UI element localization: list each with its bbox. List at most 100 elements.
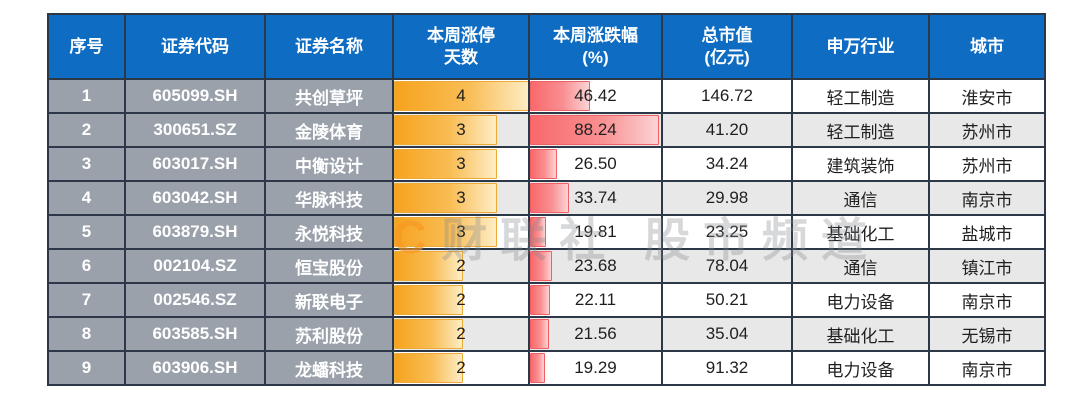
table-row: 5 603879.SH 永悦科技 3 19.81 23.25 基础化工 盐城市 [49,214,1044,248]
cell-value-industry: 轻工制造 [826,88,895,108]
cell-value-city: 苏州市 [961,156,1013,176]
cell-city: 南京市 [930,352,1044,384]
cell-value-index: 5 [81,222,92,241]
cell-value-industry: 电力设备 [826,360,895,380]
cell-value-index: 1 [81,86,92,105]
cell-weekly_change: 22.11 [530,284,663,316]
cell-market_cap: 91.32 [663,352,793,384]
cell-market_cap: 35.04 [663,318,793,350]
cell-city: 无锡市 [930,318,1044,350]
cell-name: 中衡设计 [266,148,394,180]
cell-value-name: 龙蟠科技 [295,360,363,380]
cell-weekly_change: 23.68 [530,250,663,282]
weekly-change-bar [530,115,660,145]
table-row: 4 603042.SH 华脉科技 3 33.74 29.98 通信 南京市 [49,180,1044,214]
cell-market_cap: 78.04 [663,250,793,282]
cell-code: 300651.SZ [126,114,266,146]
cell-weekly_change: 21.56 [530,318,663,350]
cell-value-industry: 通信 [843,258,878,278]
cell-value-code: 300651.SZ [153,120,237,139]
cell-value-weekly_change: 33.74 [574,188,617,207]
cell-index: 1 [49,80,126,112]
cell-index: 3 [49,148,126,180]
cell-industry: 基础化工 [793,318,930,350]
cell-industry: 通信 [793,250,930,282]
weekly-change-bar [530,183,569,213]
column-header-city: 城市 [970,36,1004,56]
cell-value-industry: 轻工制造 [826,122,895,142]
cell-name: 龙蟠科技 [266,352,394,384]
cell-index: 8 [49,318,126,350]
cell-value-limit_up_days: 2 [456,324,466,343]
column-header-index: 序号 [49,15,126,78]
cell-industry: 建筑装饰 [793,148,930,180]
table-body: 1 605099.SH 共创草坪 4 46.42 146.72 轻工制造 淮安市 2 300651… [49,78,1044,384]
cell-market_cap: 29.98 [663,182,793,214]
cell-value-weekly_change: 26.50 [574,154,617,173]
cell-weekly_change: 88.24 [530,114,663,146]
cell-market_cap: 50.21 [663,284,793,316]
cell-value-code: 603879.SH [152,222,238,241]
cell-market_cap: 23.25 [663,216,793,248]
cell-index: 9 [49,352,126,384]
cell-limit_up_days: 3 [394,216,530,248]
cell-name: 苏利股份 [266,318,394,350]
cell-code: 603042.SH [126,182,266,214]
cell-value-market_cap: 35.04 [705,324,749,343]
cell-value-name: 恒宝股份 [295,258,363,278]
cell-value-weekly_change: 19.29 [574,358,617,377]
weekly-change-bar [530,217,546,247]
table-row: 7 002546.SZ 新联电子 2 22.11 50.21 电力设备 南京市 [49,282,1044,316]
cell-value-market_cap: 91.32 [705,358,749,377]
cell-value-city: 苏州市 [961,122,1013,142]
cell-value-limit_up_days: 3 [456,154,466,173]
cell-city: 淮安市 [930,80,1044,112]
cell-industry: 电力设备 [793,284,930,316]
cell-value-code: 603042.SH [152,188,238,207]
cell-value-weekly_change: 22.11 [574,290,617,309]
cell-value-index: 2 [81,120,92,139]
cell-value-code: 603585.SH [152,324,238,343]
cell-code: 603906.SH [126,352,266,384]
cell-value-weekly_change: 46.42 [574,86,617,105]
cell-value-city: 南京市 [961,292,1013,312]
cell-value-industry: 电力设备 [826,292,895,312]
cell-value-index: 7 [81,290,92,309]
cell-market_cap: 41.20 [663,114,793,146]
limit-up-days-bar [394,353,463,383]
column-header-code: 证券代码 [126,15,266,78]
cell-value-index: 4 [81,188,92,207]
cell-value-industry: 建筑装饰 [826,156,895,176]
cell-limit_up_days: 2 [394,318,530,350]
cell-index: 7 [49,284,126,316]
cell-value-industry: 基础化工 [826,224,895,244]
cell-code: 605099.SH [126,80,266,112]
limit-up-stocks-table: 序号 证券代码 证券名称 本周涨停 天数 本周涨跌幅 (%) 总市值 (亿元) 申万行业 城市… [47,13,1046,386]
cell-value-index: 6 [81,256,92,275]
weekly-change-bar [530,319,549,349]
weekly-change-bar [530,353,546,383]
table-row: 6 002104.SZ 恒宝股份 2 23.68 78.04 通信 镇江市 [49,248,1044,282]
cell-market_cap: 34.24 [663,148,793,180]
cell-value-index: 3 [81,154,92,173]
cell-city: 苏州市 [930,114,1044,146]
cell-value-city: 南京市 [961,360,1013,380]
cell-value-weekly_change: 88.24 [574,120,617,139]
weekly-change-bar [530,81,590,111]
cell-value-limit_up_days: 3 [456,188,466,207]
cell-value-weekly_change: 19.81 [574,222,617,241]
cell-value-weekly_change: 21.56 [574,324,617,343]
cell-value-city: 淮安市 [961,88,1013,108]
table-row: 9 603906.SH 龙蟠科技 2 19.29 91.32 电力设备 南京市 [49,350,1044,384]
cell-code: 603585.SH [126,318,266,350]
cell-code: 603017.SH [126,148,266,180]
cell-value-weekly_change: 23.68 [574,256,617,275]
cell-value-name: 金陵体育 [295,122,363,142]
table-row: 3 603017.SH 中衡设计 3 26.50 34.24 建筑装饰 苏州市 [49,146,1044,180]
cell-value-market_cap: 146.72 [701,86,753,105]
limit-up-days-bar [394,217,497,247]
cell-industry: 轻工制造 [793,114,930,146]
column-header-weekly_change: 本周涨跌幅 (%) [530,15,663,78]
cell-name: 新联电子 [266,284,394,316]
cell-value-market_cap: 41.20 [705,120,749,139]
